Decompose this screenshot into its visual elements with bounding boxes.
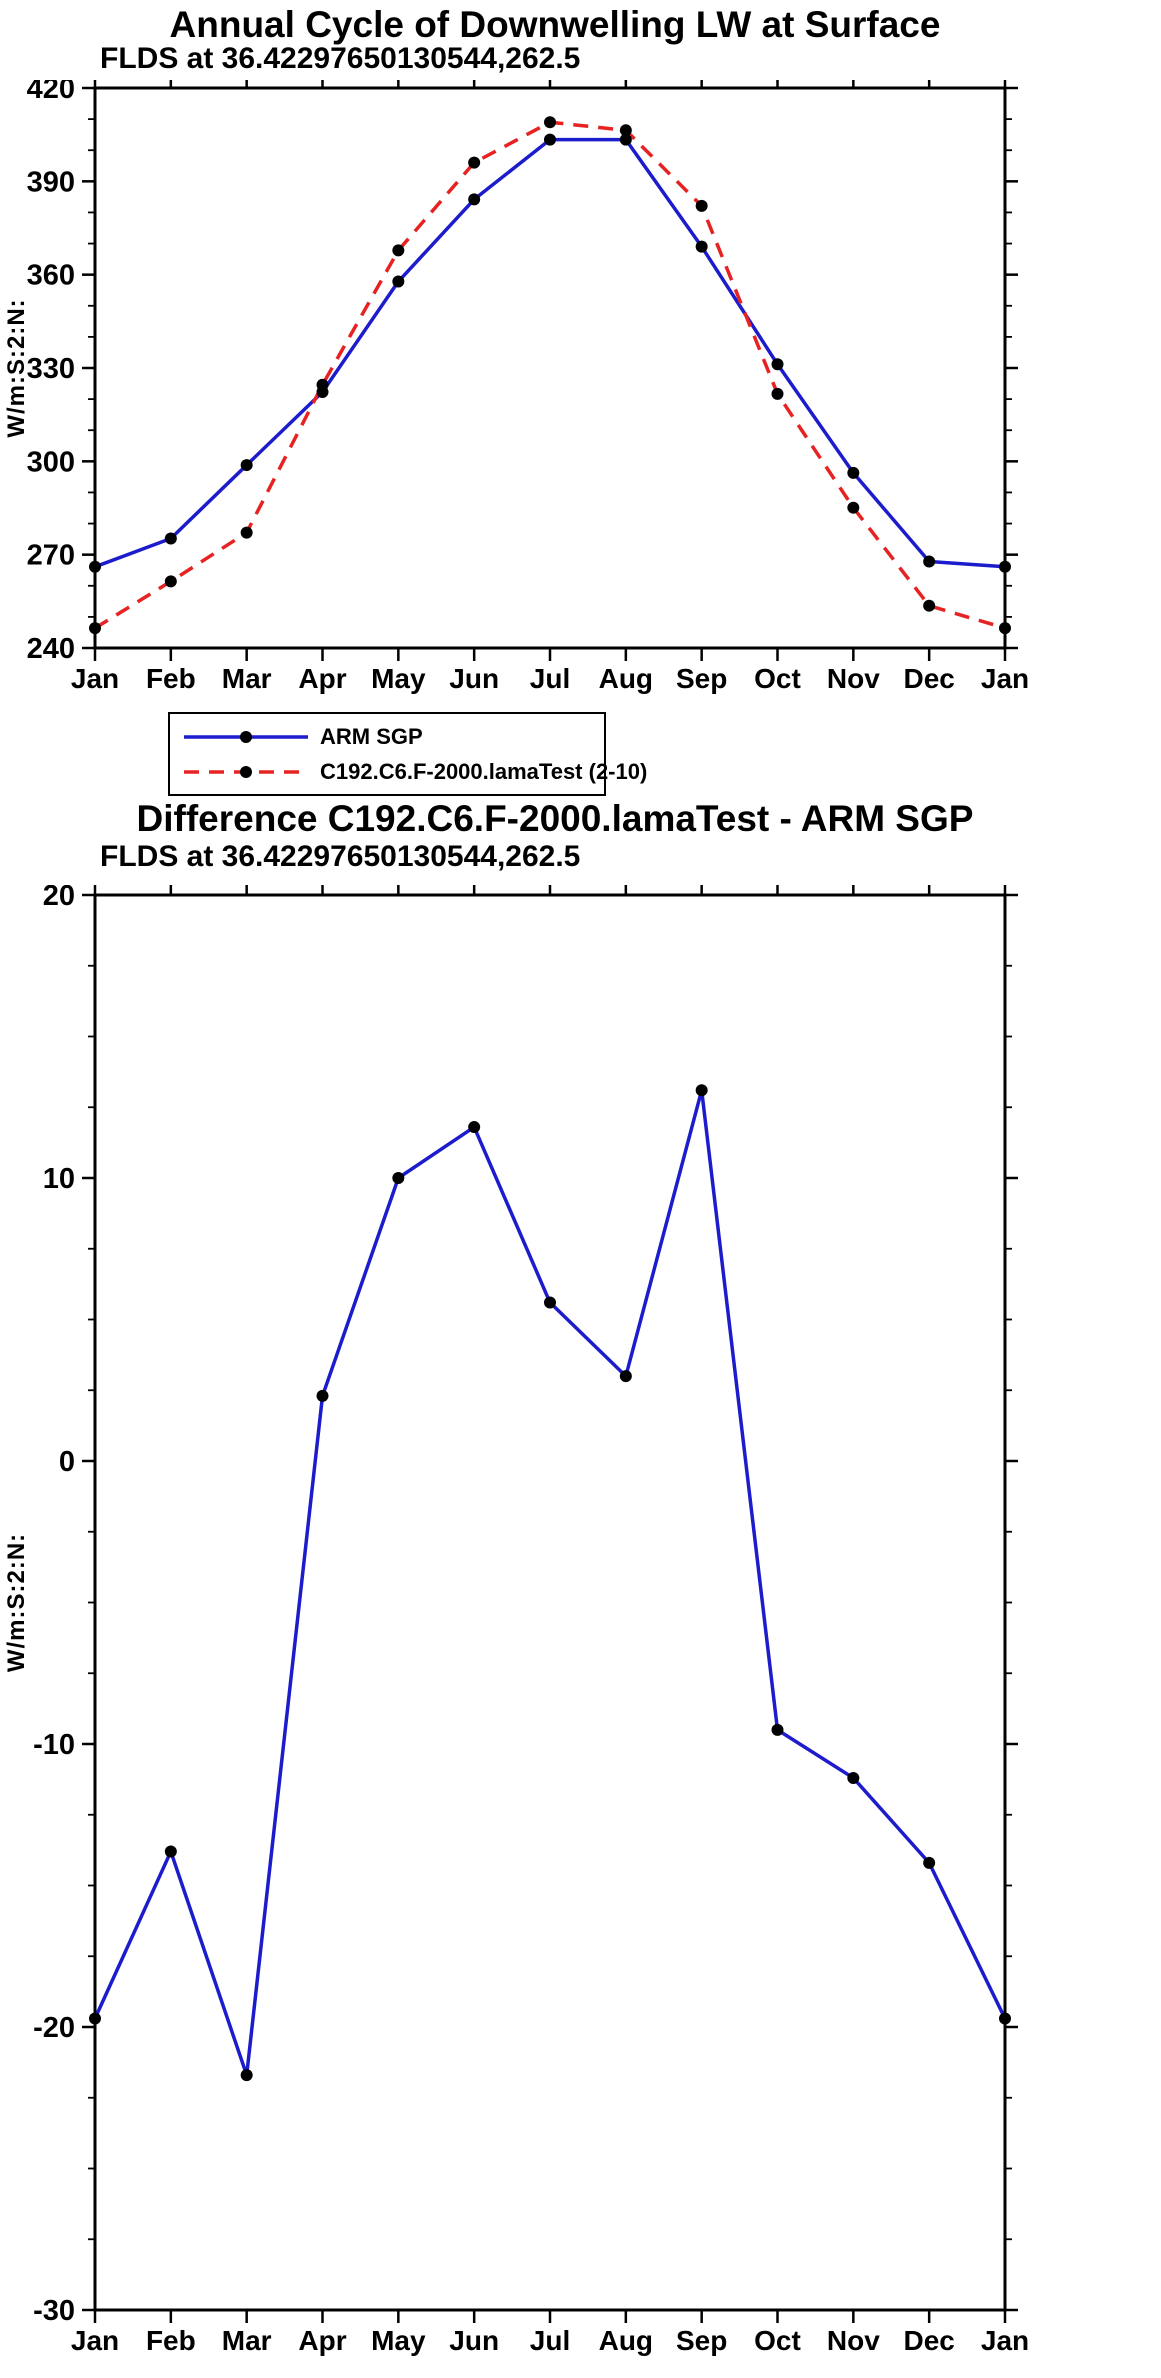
svg-text:Mar: Mar bbox=[222, 2325, 272, 2356]
svg-text:240: 240 bbox=[27, 633, 75, 665]
top-chart-plot: 240 270 300 330 360 390 420 Jan Feb Mar Apr May Jun J… bbox=[3, 80, 1029, 694]
svg-text:Sep: Sep bbox=[676, 2325, 727, 2356]
svg-text:Oct: Oct bbox=[754, 2325, 801, 2356]
svg-text:Feb: Feb bbox=[146, 663, 196, 694]
svg-text:Nov: Nov bbox=[827, 2325, 880, 2356]
svg-text:Jan: Jan bbox=[981, 663, 1029, 694]
svg-text:Jan: Jan bbox=[981, 2325, 1029, 2356]
svg-text:W/m:S:2:N:: W/m:S:2:N: bbox=[3, 1533, 30, 1672]
svg-text:360: 360 bbox=[27, 260, 75, 292]
svg-text:Jul: Jul bbox=[530, 663, 570, 694]
svg-text:270: 270 bbox=[27, 540, 75, 572]
svg-text:Aug: Aug bbox=[599, 2325, 653, 2356]
svg-text:Dec: Dec bbox=[903, 663, 954, 694]
svg-text:Mar: Mar bbox=[222, 663, 272, 694]
svg-text:20: 20 bbox=[43, 885, 75, 912]
svg-text:330: 330 bbox=[27, 353, 75, 385]
svg-text:Apr: Apr bbox=[298, 2325, 346, 2356]
svg-text:390: 390 bbox=[27, 166, 75, 198]
svg-text:May: May bbox=[371, 663, 426, 694]
svg-text:10: 10 bbox=[43, 1163, 75, 1195]
svg-text:300: 300 bbox=[27, 446, 75, 478]
svg-text:Feb: Feb bbox=[146, 2325, 196, 2356]
svg-text:420: 420 bbox=[27, 80, 75, 105]
top-chart-subtitle: FLDS at 36.42297650130544,262.5 bbox=[100, 42, 581, 75]
svg-text:Apr: Apr bbox=[298, 663, 346, 694]
svg-text:Aug: Aug bbox=[599, 663, 653, 694]
svg-text:-20: -20 bbox=[33, 2012, 75, 2044]
legend-entry-model: C192.C6.F-2000.lamaTest (2-10) bbox=[180, 754, 647, 789]
svg-text:Jan: Jan bbox=[71, 663, 119, 694]
bottom-chart-subtitle: FLDS at 36.42297650130544,262.5 bbox=[100, 840, 581, 873]
svg-text:Jan: Jan bbox=[71, 2325, 119, 2356]
svg-text:-10: -10 bbox=[33, 1729, 75, 1761]
legend-box: ARM SGP C192.C6.F-2000.lamaTest (2-10) bbox=[168, 712, 647, 796]
svg-text:Dec: Dec bbox=[903, 2325, 954, 2356]
legend-line-sample-model bbox=[184, 765, 308, 778]
svg-text:Jul: Jul bbox=[530, 2325, 570, 2356]
svg-text:Sep: Sep bbox=[676, 663, 727, 694]
svg-text:W/m:S:2:N:: W/m:S:2:N: bbox=[3, 298, 30, 437]
legend-entry-arm-sgp: ARM SGP bbox=[180, 719, 604, 754]
svg-text:May: May bbox=[371, 2325, 426, 2356]
bottom-chart-plot: -30 -20 -10 0 10 20 Jan Feb Mar Apr May Jun Jul Aug Se… bbox=[3, 885, 1029, 2356]
bottom-chart-title: Difference C192.C6.F-2000.lamaTest - ARM… bbox=[136, 798, 974, 839]
top-chart-title: Annual Cycle of Downwelling LW at Surfac… bbox=[169, 4, 941, 45]
svg-text:Nov: Nov bbox=[827, 663, 880, 694]
svg-text:-30: -30 bbox=[33, 2295, 75, 2327]
legend-line-sample-arm-sgp bbox=[184, 730, 308, 743]
svg-text:Oct: Oct bbox=[754, 663, 801, 694]
legend-label-arm-sgp: ARM SGP bbox=[320, 723, 423, 749]
svg-text:0: 0 bbox=[59, 1446, 75, 1478]
svg-text:Jun: Jun bbox=[449, 663, 499, 694]
svg-text:Jun: Jun bbox=[449, 2325, 499, 2356]
legend-label-model: C192.C6.F-2000.lamaTest (2-10) bbox=[320, 758, 648, 784]
